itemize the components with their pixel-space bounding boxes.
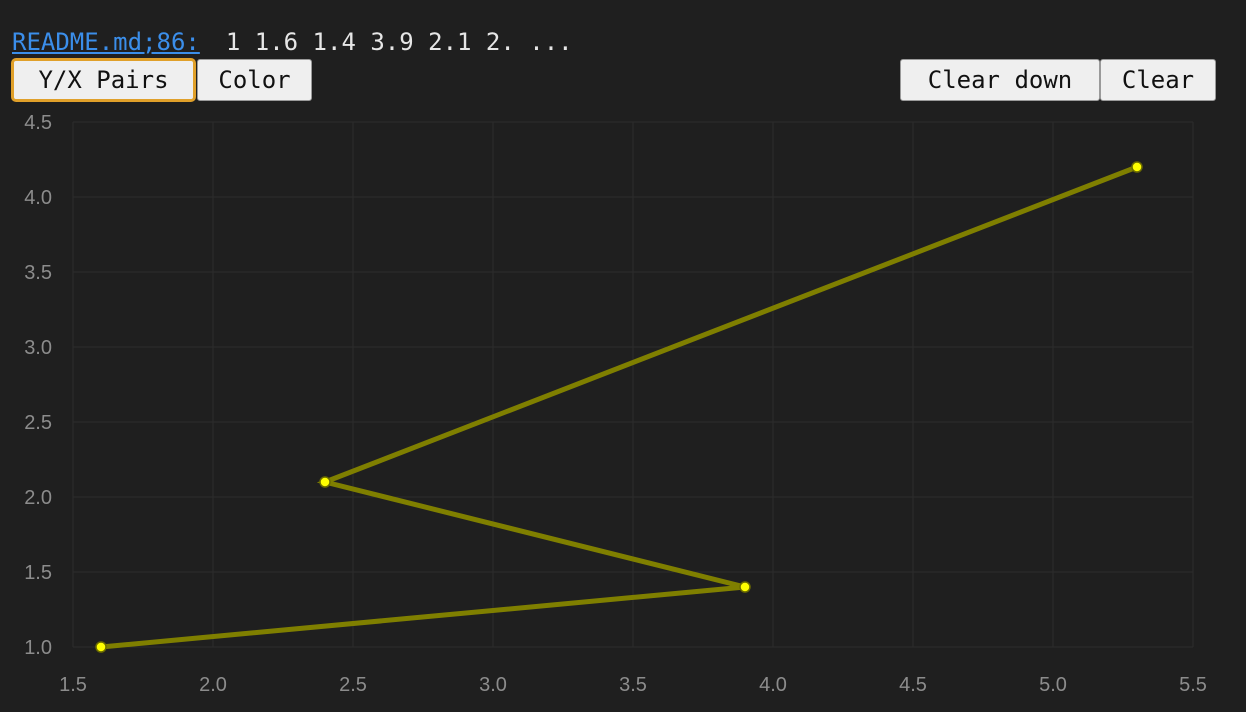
y-tick-label: 2.5 [24,412,52,434]
y-tick-label: 3.0 [24,337,52,359]
data-point [95,641,107,653]
data-point [1131,161,1143,173]
x-tick-label: 1.5 [59,674,87,696]
y-tick-label: 1.5 [24,562,52,584]
color-button[interactable]: Color [197,59,312,101]
x-tick-label: 4.0 [759,674,787,696]
x-axis-ticks: 1.5 2.0 2.5 3.0 3.5 4.0 4.5 5.0 5.5 [59,674,1207,696]
data-point [739,581,751,593]
data-point [319,476,331,488]
y-tick-label: 4.5 [24,112,52,134]
y-tick-label: 1.0 [24,637,52,659]
y-axis-ticks: 1.0 1.5 2.0 2.5 3.0 3.5 4.0 4.5 [24,112,52,659]
yx-pairs-button[interactable]: Y/X Pairs [11,58,196,102]
x-tick-label: 2.0 [199,674,227,696]
data-preview: 1 1.6 1.4 3.9 2.1 2. ... [225,28,573,56]
clear-button[interactable]: Clear [1100,59,1216,101]
header-line: README.md;86: 1 1.6 1.4 3.9 2.1 2. ... [12,26,573,58]
x-tick-label: 3.5 [619,674,647,696]
x-tick-label: 3.0 [479,674,507,696]
y-tick-label: 4.0 [24,187,52,209]
chart-series [95,161,1143,653]
series-line [100,164,1138,650]
chart-grid [72,121,1194,648]
y-tick-label: 3.5 [24,262,52,284]
x-tick-label: 4.5 [899,674,927,696]
source-link[interactable]: README.md;86: [12,28,200,56]
y-tick-label: 2.0 [24,487,52,509]
clear-down-button[interactable]: Clear down [900,59,1100,101]
x-tick-label: 2.5 [339,674,367,696]
x-tick-label: 5.0 [1039,674,1067,696]
x-tick-label: 5.5 [1179,674,1207,696]
